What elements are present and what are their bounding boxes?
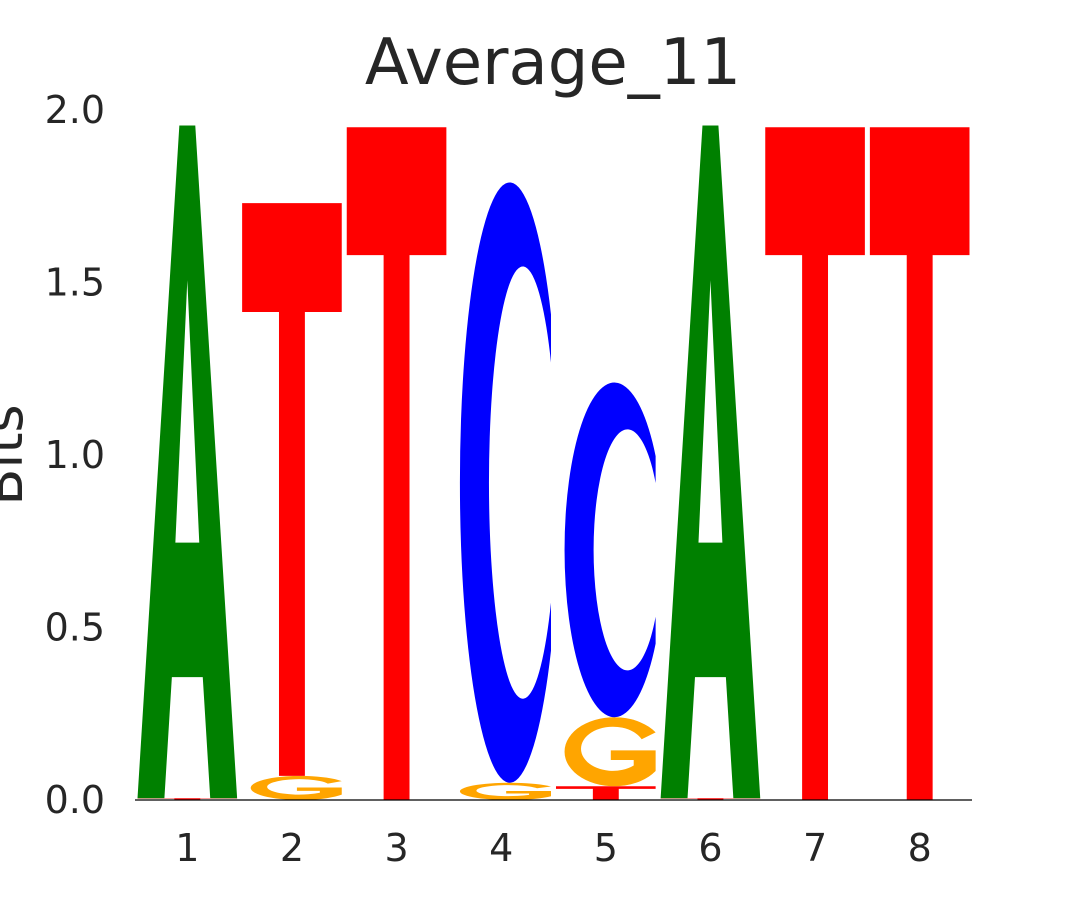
y-tick-label: 0.5 <box>45 606 105 650</box>
letter-G-pos-2 <box>250 775 342 800</box>
x-axis-ticks: 1 2 3 4 5 6 7 8 <box>175 826 932 870</box>
x-tick-label: 7 <box>803 826 827 870</box>
y-tick-label: 1.5 <box>45 261 105 305</box>
letter-T-pos-8 <box>869 127 970 800</box>
letter-T-pos-5 <box>556 786 656 800</box>
x-tick-label: 2 <box>280 826 304 870</box>
x-tick-label: 8 <box>908 826 932 870</box>
x-tick-label: 4 <box>489 826 513 870</box>
y-tick-label: 2.0 <box>45 88 105 132</box>
chart-title: Average_11 <box>365 26 741 100</box>
x-tick-label: 1 <box>175 826 199 870</box>
x-tick-label: 6 <box>698 826 722 870</box>
letter-A-pos-6 <box>660 125 761 799</box>
letter-C-pos-4 <box>459 182 551 783</box>
letter-C-pos-5 <box>564 382 656 718</box>
y-axis-ticks: 0.0 0.5 1.0 1.5 2.0 <box>45 88 105 822</box>
y-tick-label: 0.0 <box>45 778 105 822</box>
letter-T-pos-7 <box>765 127 865 800</box>
letter-G-pos-5 <box>564 717 656 787</box>
letter-T-pos-1 <box>137 798 238 800</box>
letter-A-pos-1 <box>137 125 238 799</box>
y-axis-label: Bits <box>0 404 35 505</box>
x-tick-label: 5 <box>594 826 618 870</box>
y-tick-label: 1.0 <box>45 433 105 477</box>
letter-T-pos-3 <box>346 127 447 800</box>
letter-T-pos-6 <box>660 798 761 800</box>
x-tick-label: 3 <box>384 826 408 870</box>
letter-G-pos-4 <box>459 782 551 800</box>
logo-letters <box>137 125 970 800</box>
letter-T-pos-2 <box>242 203 342 776</box>
